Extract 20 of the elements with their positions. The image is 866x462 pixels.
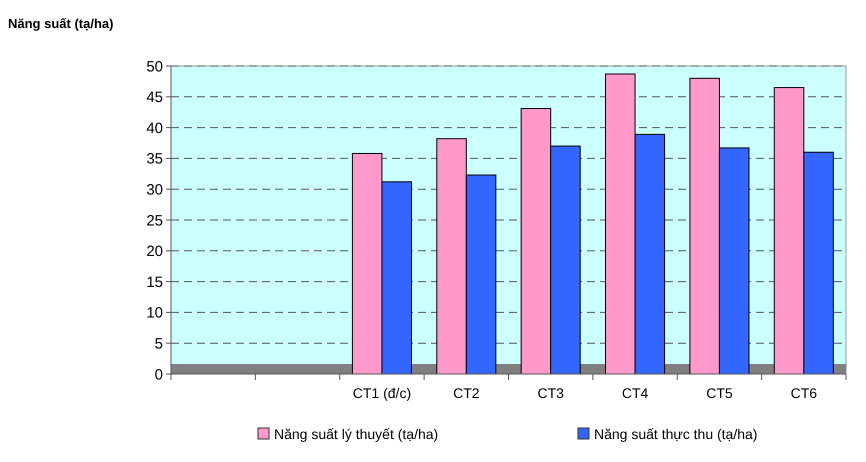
y-tick-label: 15 bbox=[146, 274, 163, 291]
y-tick-label: 35 bbox=[146, 150, 163, 168]
y-tick-label: 20 bbox=[146, 243, 163, 260]
y-tick-label: 25 bbox=[146, 212, 163, 230]
x-tick-label: CT2 bbox=[453, 385, 480, 401]
x-tick-label: CT3 bbox=[537, 385, 564, 401]
x-tick-label: CT6 bbox=[790, 385, 818, 401]
y-axis-title: Năng suất (tạ/ha) bbox=[8, 16, 114, 31]
x-tick-label: CT4 bbox=[622, 385, 648, 401]
x-tick-label: CT5 bbox=[706, 385, 733, 401]
y-tick-label: 10 bbox=[146, 304, 163, 322]
y-tick-label: 30 bbox=[146, 181, 163, 198]
y-tick-label: 40 bbox=[146, 120, 163, 137]
legend-label: Năng suất lý thuyết (tạ/ha) bbox=[274, 426, 438, 442]
legend-label: Năng suất thực thu (tạ/ha) bbox=[594, 426, 758, 442]
y-tick-label: 45 bbox=[146, 89, 163, 106]
x-tick-label: CT1 (đ/c) bbox=[352, 385, 412, 401]
y-tick-label: 5 bbox=[154, 335, 163, 352]
y-tick-label: 0 bbox=[154, 366, 163, 384]
y-tick-label: 50 bbox=[146, 58, 163, 76]
